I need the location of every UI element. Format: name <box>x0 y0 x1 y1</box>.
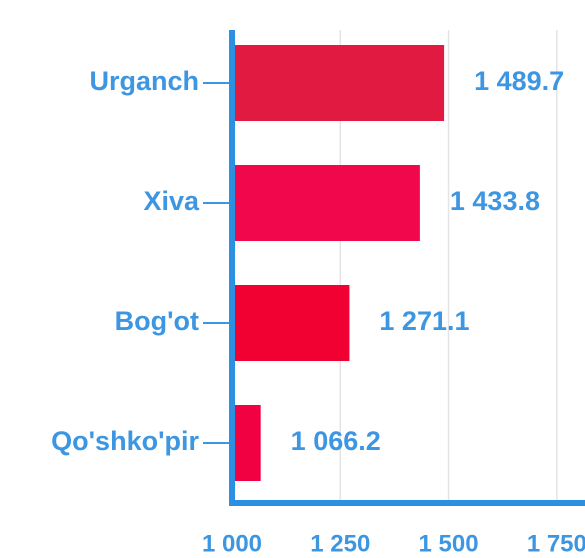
bar <box>232 165 420 241</box>
y-tick-label: Qo'shko'pir <box>51 426 199 456</box>
x-tick-label: 1 000 <box>202 530 262 557</box>
value-label: 1 271.1 <box>379 306 469 336</box>
x-tick-label: 1 750 <box>527 530 585 557</box>
y-tick-label: Urganch <box>89 66 199 96</box>
y-tick-label: Bog'ot <box>115 306 199 336</box>
bar <box>232 285 350 361</box>
value-label: 1 066.2 <box>291 426 381 456</box>
value-label: 1 489.7 <box>474 66 564 96</box>
x-tick-label: 1 500 <box>419 530 479 557</box>
bar <box>232 405 261 481</box>
bar <box>232 45 445 121</box>
value-label: 1 433.8 <box>450 186 540 216</box>
y-tick-label: Xiva <box>143 186 200 216</box>
x-tick-label: 1 250 <box>310 530 370 557</box>
